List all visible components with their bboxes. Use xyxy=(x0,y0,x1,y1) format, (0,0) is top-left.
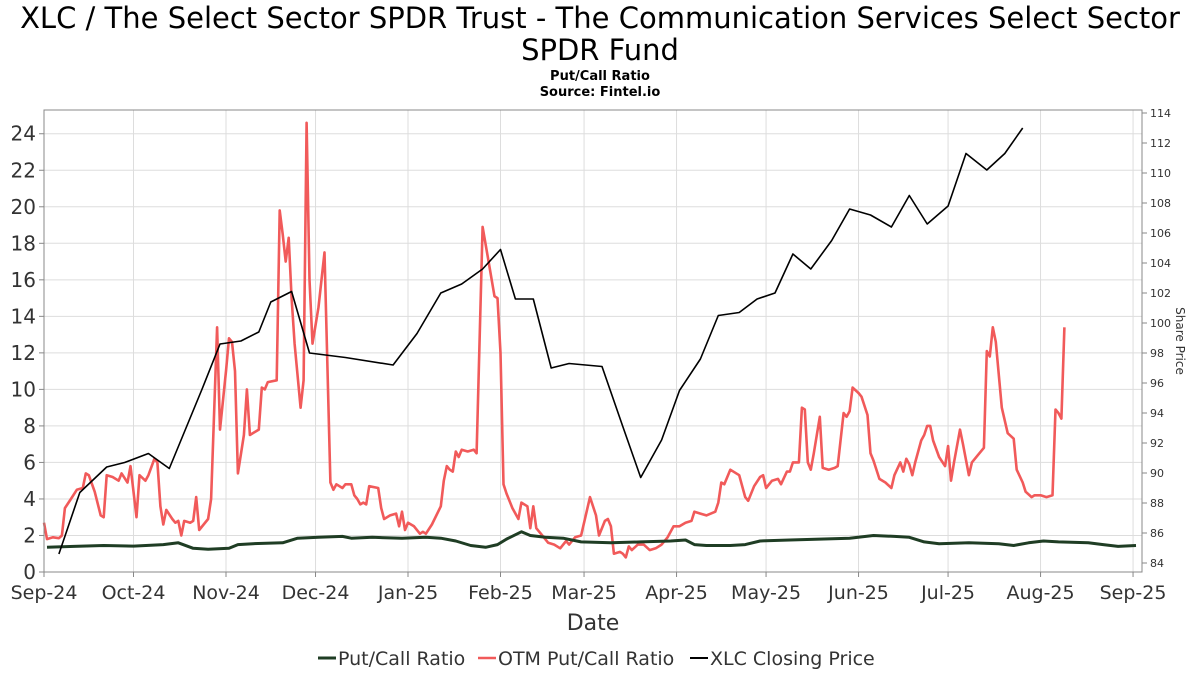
x-tick-label: Oct-24 xyxy=(102,582,166,604)
legend: Put/Call Ratio OTM Put/Call Ratio XLC Clos… xyxy=(318,648,875,670)
chart-subtitle: Put/Call Ratio xyxy=(550,69,650,84)
y2-tick-label: 92 xyxy=(1150,437,1164,450)
x-tick-label: Nov-24 xyxy=(192,582,260,604)
x-tick-label: Mar-25 xyxy=(551,582,617,604)
y2-tick-label: 108 xyxy=(1150,197,1171,210)
x-tick-label: Jul-25 xyxy=(920,582,975,604)
x-tick-label: Aug-25 xyxy=(1006,582,1074,604)
y-tick-label: 4 xyxy=(23,487,36,511)
y2-tick-label: 106 xyxy=(1150,227,1171,240)
y2-tick-label: 100 xyxy=(1150,317,1171,330)
y2-tick-label: 84 xyxy=(1150,557,1164,570)
x-tick-label: Jan-25 xyxy=(377,582,438,604)
chart-source: Source: Fintel.io xyxy=(540,85,661,100)
legend-label-put-call-ratio: Put/Call Ratio xyxy=(338,648,465,670)
series-line-otm-put-call-ratio xyxy=(42,121,1066,559)
y2-tick-label: 96 xyxy=(1150,377,1164,390)
y-tick-label: 18 xyxy=(11,231,36,255)
series-line-put-call-ratio xyxy=(46,530,1137,551)
y-tick-label: 16 xyxy=(11,268,36,292)
x-tick-label: Feb-25 xyxy=(468,582,533,604)
y-tick-label: 0 xyxy=(23,560,36,584)
y-tick-label: 10 xyxy=(11,377,36,401)
x-tick-label: Sep-24 xyxy=(11,582,78,604)
x-tick-label: Apr-25 xyxy=(645,582,708,604)
y2-tick-label: 110 xyxy=(1150,167,1171,180)
y-tick-label: 20 xyxy=(11,195,36,219)
y-tick-label: 8 xyxy=(23,414,36,438)
chart-title-line1: XLC / The Select Sector SPDR Trust - The… xyxy=(20,1,1180,35)
y2-tick-label: 102 xyxy=(1150,287,1171,300)
series-layer xyxy=(42,121,1137,559)
axis-layer: 0246810121416182022248486889092949698100… xyxy=(11,107,1171,604)
x-tick-label: Dec-24 xyxy=(282,582,350,604)
x-tick-label: Jun-25 xyxy=(827,582,889,604)
series-line-xlc-closing-price xyxy=(58,127,1024,555)
y2-tick-label: 114 xyxy=(1150,107,1171,120)
y2-tick-label: 94 xyxy=(1150,407,1164,420)
y2-tick-label: 86 xyxy=(1150,527,1164,540)
y-tick-label: 12 xyxy=(11,341,36,365)
y2-tick-label: 98 xyxy=(1150,347,1164,360)
y2-tick-label: 104 xyxy=(1150,257,1171,270)
plot-frame xyxy=(43,109,1143,573)
x-tick-label: Sep-25 xyxy=(1100,582,1167,604)
y-tick-label: 6 xyxy=(23,450,36,474)
y2-tick-label: 112 xyxy=(1150,137,1171,150)
y-tick-label: 22 xyxy=(11,158,36,182)
x-axis-label: Date xyxy=(567,611,620,636)
chart-title-line2: SPDR Fund xyxy=(521,33,679,67)
y2-axis-label: Share Price xyxy=(1173,307,1187,375)
y-tick-label: 2 xyxy=(23,523,36,547)
legend-label-otm-put-call-ratio: OTM Put/Call Ratio xyxy=(498,648,674,670)
y2-tick-label: 88 xyxy=(1150,497,1164,510)
x-tick-label: May-25 xyxy=(731,582,801,604)
y2-tick-label: 90 xyxy=(1150,467,1164,480)
legend-label-xlc-closing-price: XLC Closing Price xyxy=(710,648,875,670)
y-tick-label: 24 xyxy=(11,122,36,146)
y-tick-label: 14 xyxy=(11,304,36,328)
